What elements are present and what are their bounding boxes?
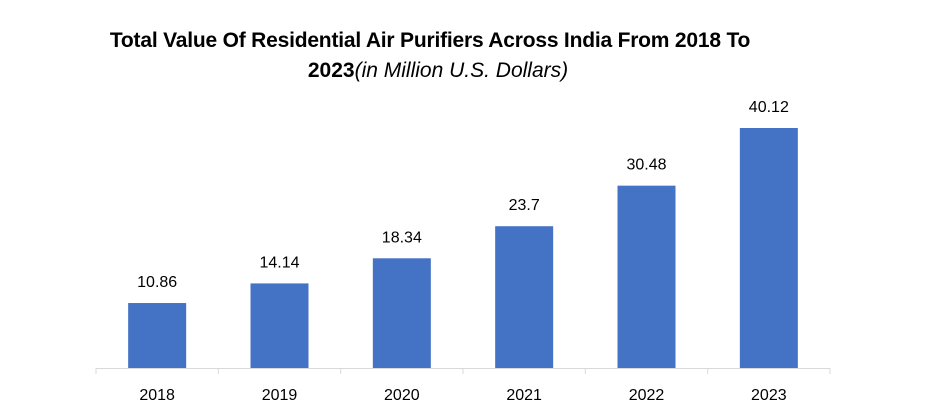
data-label-2023: 40.12 <box>749 99 789 116</box>
chart-title: Total Value Of Residential Air Purifiers… <box>0 26 860 86</box>
data-label-2018: 10.86 <box>137 274 177 291</box>
chart-title-year: 2023 <box>307 59 355 82</box>
x-tick-label-2021: 2021 <box>506 387 542 404</box>
x-tick-label-2022: 2022 <box>629 387 665 404</box>
data-label-2022: 30.48 <box>626 157 666 174</box>
chart-title-line: Total Value Of Residential Air Purifiers… <box>109 29 751 52</box>
bar-2021 <box>495 226 554 368</box>
data-label-2020: 18.34 <box>382 229 422 246</box>
bar-2022 <box>617 185 676 368</box>
data-label-2019: 14.14 <box>259 254 299 271</box>
data-label-2021: 23.7 <box>509 197 540 214</box>
bar-2020 <box>372 258 431 368</box>
bar-2019 <box>250 283 309 368</box>
x-tick-label-2023: 2023 <box>751 387 787 404</box>
x-tick-label-2019: 2019 <box>262 387 298 404</box>
bar-2023 <box>739 128 798 368</box>
bar-2018 <box>128 303 187 368</box>
x-tick-label-2018: 2018 <box>139 387 175 404</box>
chart-title-second-line: 2023(in Million U.S. Dollars) <box>16 56 860 86</box>
x-tick-label-2020: 2020 <box>384 387 420 404</box>
chart-unit: (in Million U.S. Dollars) <box>354 59 569 82</box>
